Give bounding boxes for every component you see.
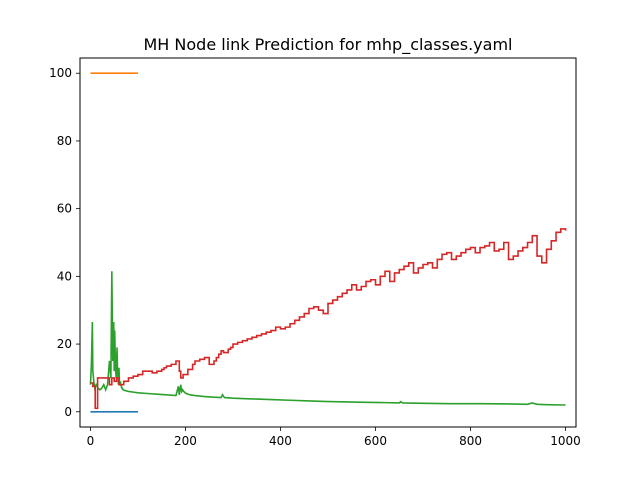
y-tick-label: 60	[57, 202, 72, 216]
y-tick-label: 100	[49, 66, 72, 80]
series-line-3	[89, 271, 566, 406]
chart-title: MH Node link Prediction for mhp_classes.…	[144, 35, 513, 55]
y-tick-label: 0	[64, 405, 72, 419]
series-layer	[89, 72, 567, 413]
x-tick-label: 200	[174, 434, 197, 448]
x-tick-label: 600	[364, 434, 387, 448]
x-axis-ticks: 0 200 400 600 800 1000	[87, 427, 581, 448]
series-line-4	[90, 228, 567, 410]
y-tick-label: 80	[57, 134, 72, 148]
y-tick-label: 20	[57, 337, 72, 351]
x-tick-label: 800	[459, 434, 482, 448]
y-tick-label: 40	[57, 269, 72, 283]
axes-layer	[79, 57, 577, 428]
axes-frame	[79, 57, 577, 428]
x-tick-label: 0	[87, 434, 95, 448]
plot-area	[80, 58, 576, 427]
x-tick-label: 1000	[550, 434, 581, 448]
x-tick-label: 400	[269, 434, 292, 448]
y-axis-ticks: 0 20 40 60 80 100	[49, 66, 80, 419]
plot-background	[80, 58, 576, 427]
